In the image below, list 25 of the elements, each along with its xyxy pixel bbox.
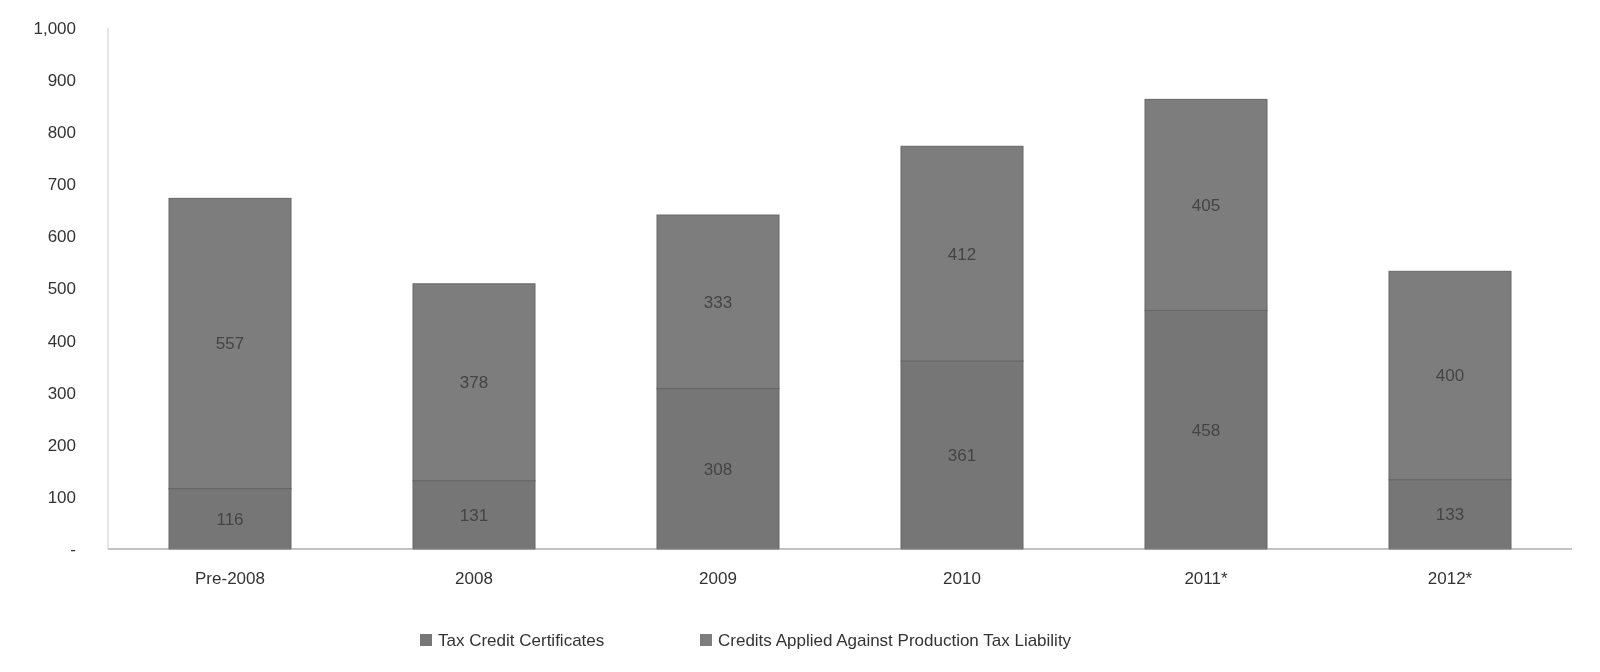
x-tick-label: 2008 (455, 569, 493, 588)
y-tick-label: 900 (47, 71, 76, 91)
y-tick-label: - (70, 539, 76, 559)
y-tick-label: 500 (47, 279, 76, 299)
y-tick-label: 600 (47, 227, 76, 247)
data-label: 557 (215, 334, 245, 354)
y-tick-label: 200 (47, 435, 76, 455)
y-tick-label: 700 (47, 175, 76, 195)
data-label: 405 (1191, 195, 1221, 215)
x-tick-label: Pre-2008 (195, 569, 265, 588)
y-tick-label: 300 (47, 383, 76, 403)
legend-label: Tax Credit Certificates (438, 630, 605, 650)
y-tick-label: 400 (47, 331, 76, 351)
data-label: 378 (459, 373, 489, 393)
y-tick-label: 1,000 (33, 18, 76, 38)
data-label: 333 (703, 292, 733, 312)
data-label: 412 (947, 244, 977, 264)
x-tick-label: 2009 (699, 569, 737, 588)
x-tick-label: 2011* (1184, 569, 1228, 588)
data-label: 400 (1435, 366, 1465, 386)
legend-label: Credits Applied Against Production Tax Liability (718, 630, 1072, 650)
y-tick-label: 100 (47, 487, 76, 507)
x-tick-label: 2012* (1427, 569, 1473, 588)
y-tick-label: 800 (47, 123, 76, 143)
x-tick-label: 2010 (943, 569, 981, 588)
